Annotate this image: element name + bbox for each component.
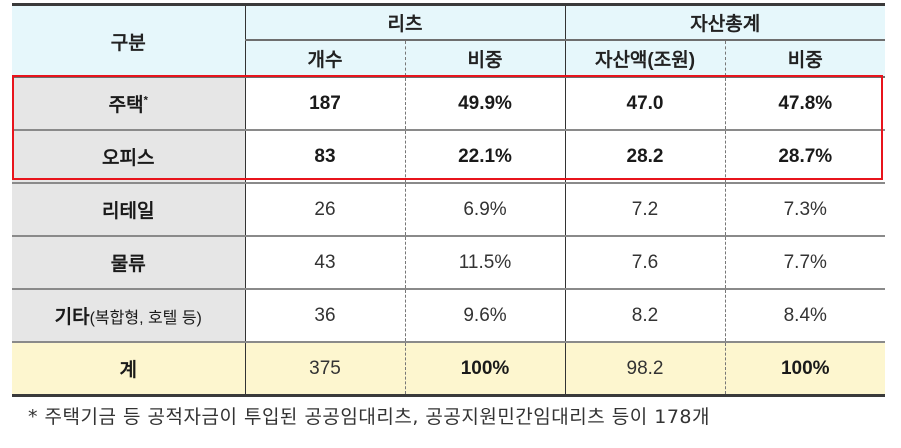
cell-asset-amount: 28.2 [565, 130, 726, 184]
cell-asset-ratio: 100% [725, 342, 886, 397]
row-label: 리테일 [12, 183, 246, 237]
table-row-housing: 주택* 187 49.9% 47.0 47.8% [12, 77, 886, 131]
header-reits-ratio: 비중 [405, 40, 566, 78]
cell-asset-amount: 8.2 [565, 289, 726, 343]
footnote-marker: * [143, 94, 148, 107]
table-row-retail: 리테일 26 6.9% 7.2 7.3% [12, 183, 886, 237]
cell-asset-ratio: 47.8% [725, 77, 886, 131]
cell-asset-ratio: 8.4% [725, 289, 886, 343]
footnote: * 주택기금 등 공적자금이 투입된 공공임대리츠, 공공지원민간임대리츠 등이… [28, 406, 710, 428]
cell-count: 83 [245, 130, 406, 184]
reits-by-sector-table: 구분 리츠 자산총계 개수 비중 자산액(조원) 비중 주택* 187 49.9… [12, 3, 886, 397]
row-label-text: 주택 [108, 95, 144, 116]
header-group-reits: 리츠 [245, 3, 566, 41]
cell-asset-amount: 47.0 [565, 77, 726, 131]
cell-count: 26 [245, 183, 406, 237]
cell-asset-amount: 7.2 [565, 183, 726, 237]
header-asset-amount: 자산액(조원) [565, 40, 726, 78]
header-count: 개수 [245, 40, 406, 78]
cell-reits-ratio: 49.9% [405, 77, 566, 131]
row-label: 계 [12, 342, 246, 397]
cell-count: 187 [245, 77, 406, 131]
header-category: 구분 [12, 3, 246, 78]
table-row-other: 기타(복합형, 호텔 등) 36 9.6% 8.2 8.4% [12, 289, 886, 343]
table-row-office: 오피스 83 22.1% 28.2 28.7% [12, 130, 886, 184]
cell-reits-ratio: 11.5% [405, 236, 566, 290]
table-row-total: 계 375 100% 98.2 100% [12, 342, 886, 397]
cell-asset-amount: 7.6 [565, 236, 726, 290]
cell-reits-ratio: 6.9% [405, 183, 566, 237]
reits-table-container: 구분 리츠 자산총계 개수 비중 자산액(조원) 비중 주택* 187 49.9… [12, 3, 886, 397]
header-group-assets: 자산총계 [565, 3, 886, 41]
row-label: 물류 [12, 236, 246, 290]
cell-asset-ratio: 7.3% [725, 183, 886, 237]
cell-reits-ratio: 100% [405, 342, 566, 397]
row-label-detail: (복합형, 호텔 등) [89, 310, 202, 327]
row-label: 기타(복합형, 호텔 등) [12, 289, 246, 343]
row-label: 오피스 [12, 130, 246, 184]
cell-asset-amount: 98.2 [565, 342, 726, 397]
cell-asset-ratio: 7.7% [725, 236, 886, 290]
header-row-columns: 개수 비중 자산액(조원) 비중 [12, 40, 886, 78]
row-label-text: 기타 [54, 307, 90, 328]
row-label: 주택* [12, 77, 246, 131]
table-row-logistics: 물류 43 11.5% 7.6 7.7% [12, 236, 886, 290]
header-row-groups: 구분 리츠 자산총계 [12, 3, 886, 78]
cell-reits-ratio: 22.1% [405, 130, 566, 184]
cell-count: 43 [245, 236, 406, 290]
header-asset-ratio: 비중 [725, 40, 886, 78]
cell-count: 36 [245, 289, 406, 343]
cell-count: 375 [245, 342, 406, 397]
cell-asset-ratio: 28.7% [725, 130, 886, 184]
cell-reits-ratio: 9.6% [405, 289, 566, 343]
